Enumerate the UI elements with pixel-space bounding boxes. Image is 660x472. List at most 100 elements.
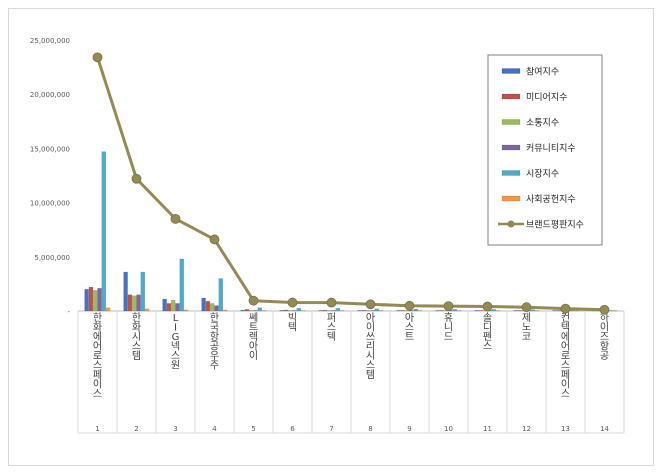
bar-6-series-6 [300, 310, 306, 312]
bar-4-series-3 [210, 303, 215, 312]
bar-8-series-3 [366, 310, 371, 312]
category-number-label: 11 [483, 425, 492, 433]
bar-3-series-1 [162, 298, 167, 312]
legend-label: 시장지수 [526, 169, 559, 180]
bar-6-series-4 [292, 310, 297, 312]
bar-11-series-2 [478, 310, 484, 312]
y-tick-label: - [67, 308, 70, 316]
category-number-label: 12 [522, 425, 531, 433]
legend-label: 미디어지수 [526, 92, 567, 103]
bar-9-series-4 [409, 310, 414, 312]
bar-9-series-2 [400, 310, 406, 312]
bar-7-series-1 [318, 310, 323, 312]
brand-index-point-4 [209, 234, 220, 245]
brand-index-line [96, 56, 605, 312]
bar-10-series-1 [435, 310, 440, 312]
category-number-label: 6 [290, 425, 295, 433]
bar-6-series-1 [279, 310, 284, 312]
bar-14-series-6 [612, 310, 618, 312]
bar-1-series-5 [101, 151, 106, 312]
bar-5-series-2 [244, 309, 250, 312]
category-number-label: 7 [329, 425, 333, 433]
brand-index-point-10 [443, 301, 454, 312]
brand-index-point-5 [248, 295, 259, 306]
brand-index-point-6 [287, 297, 298, 308]
bar-4-series-6 [222, 309, 228, 312]
legend-swatch [501, 170, 521, 176]
bar-4-series-5 [218, 278, 223, 312]
category-number-label: 8 [368, 425, 372, 433]
category-number-label: 1 [95, 425, 99, 433]
bar-5-series-6 [261, 310, 267, 312]
bar-1-series-3 [93, 290, 98, 312]
y-tick-label: 10,000,000 [30, 200, 70, 208]
bar-2-series-4 [136, 294, 141, 312]
legend-swatch [501, 119, 521, 125]
brand-index-point-7 [326, 297, 337, 308]
category-number-label: 3 [173, 425, 177, 433]
bar-7-series-4 [331, 310, 336, 312]
brand-index-point-11 [482, 301, 493, 312]
category-number-label: 4 [212, 425, 217, 433]
bar-4-series-2 [205, 301, 211, 312]
category-number-label: 2 [134, 425, 138, 433]
legend-label: 참여지수 [526, 66, 559, 78]
bar-8-series-2 [361, 310, 367, 312]
category-number-label: 14 [600, 425, 609, 433]
bar-7-series-6 [339, 310, 345, 312]
bar-1-series-4 [97, 288, 102, 312]
bar-8-series-5 [374, 308, 379, 312]
brand-index-point-8 [365, 299, 376, 310]
category-number-label: 9 [407, 425, 411, 433]
bar-7-series-2 [322, 309, 328, 312]
bar-6-series-3 [288, 310, 293, 312]
brand-index-point-13 [560, 303, 571, 314]
bar-10-series-5 [452, 309, 457, 312]
bar-4-series-4 [214, 305, 219, 312]
legend-label: 커뮤니티지수 [526, 143, 576, 154]
bar-8-series-4 [370, 310, 375, 312]
bar-8-series-1 [357, 310, 362, 312]
bar-5-series-1 [240, 309, 245, 312]
bar-5-series-5 [257, 307, 262, 312]
bar-4-series-1 [201, 297, 206, 312]
bar-12-series-6 [534, 310, 540, 312]
bar-3-series-4 [175, 303, 180, 312]
bar-13-series-6 [573, 310, 579, 312]
legend-marker-swatch [507, 220, 515, 228]
bar-1-series-6 [105, 307, 111, 312]
bar-2-series-2 [127, 294, 133, 312]
bar-11-series-1 [474, 310, 479, 312]
y-tick-label: 20,000,000 [30, 91, 70, 99]
brand-index-point-1 [92, 52, 103, 63]
bar-9-series-1 [396, 310, 401, 312]
bar-3-series-2 [166, 303, 172, 312]
legend-swatch [501, 93, 521, 100]
bar-9-series-3 [405, 310, 410, 312]
bar-14-series-5 [608, 310, 613, 312]
bar-7-series-5 [335, 308, 340, 312]
brand-index-point-2 [131, 173, 142, 184]
legend-swatch [501, 195, 521, 202]
bar-9-series-6 [417, 310, 423, 312]
bar-10-series-6 [456, 310, 462, 312]
bar-5-series-3 [249, 310, 254, 312]
bar-2-series-3 [132, 295, 137, 312]
bar-2-series-6 [144, 308, 150, 312]
bar-1-series-1 [84, 289, 89, 312]
bar-12-series-2 [517, 310, 523, 312]
bar-7-series-3 [327, 310, 332, 312]
brand-index-point-9 [404, 300, 415, 311]
brand-index-point-12 [521, 302, 532, 313]
